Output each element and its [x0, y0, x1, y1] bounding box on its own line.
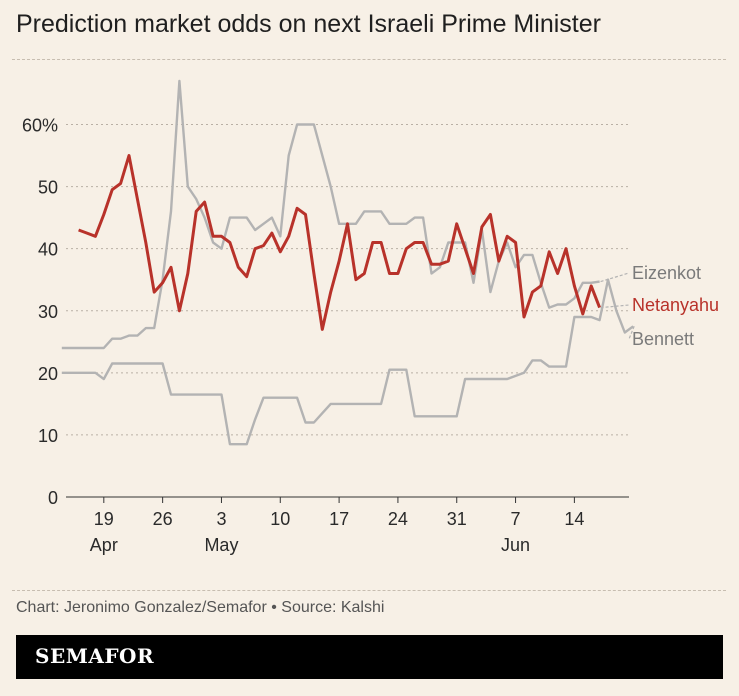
series-line-eizenkot [61, 79, 600, 350]
x-tick-label: 26 [153, 509, 173, 529]
x-tick-label: 10 [270, 509, 290, 529]
chart-title: Prediction market odds on next Israeli P… [16, 10, 601, 38]
x-tick-label: 3 [216, 509, 226, 529]
end-label-leader [628, 326, 635, 340]
series-layer [61, 79, 634, 446]
grid-layer [66, 124, 629, 436]
x-month-label: Jun [501, 535, 530, 555]
y-tick-label: 20 [38, 364, 58, 384]
y-tick-label: 40 [38, 240, 58, 260]
end-label-eizenkot: Eizenkot [632, 263, 701, 283]
y-tick-label: 0 [48, 488, 58, 508]
x-tick-label: 31 [447, 509, 467, 529]
y-tick-label: 60% [22, 116, 58, 136]
x-tick-label: 17 [329, 509, 349, 529]
x-tick-label: 14 [564, 509, 584, 529]
x-tick-label: 19 [94, 509, 114, 529]
brand-bar: SEMAFOR [16, 635, 723, 679]
x-month-label: Apr [90, 535, 118, 555]
x-tick-label: 7 [511, 509, 521, 529]
x-month-label: May [204, 535, 238, 555]
y-tick-label: 10 [38, 426, 58, 446]
top-divider [12, 59, 726, 60]
end-label-bennett: Bennett [632, 329, 694, 349]
source-note: Chart: Jeronimo Gonzalez/Semafor • Sourc… [16, 599, 385, 616]
end-label-netanyahu: Netanyahu [632, 295, 719, 315]
series-line-netanyahu [78, 154, 601, 331]
bottom-divider [12, 590, 726, 591]
y-tick-label: 30 [38, 302, 58, 322]
axis-layer: 0 10 20 30 40 50 60% 19 Apr 26 3 May 10 17 24 31 7 Jun 14 [22, 116, 629, 555]
end-label-leader [600, 272, 630, 283]
end-label-layer: Eizenkot Netanyahu Bennett [600, 263, 719, 349]
x-tick-label: 24 [388, 509, 408, 529]
semafor-logo: SEMAFOR [35, 644, 155, 668]
series-line-bennett [61, 278, 634, 446]
y-tick-label: 50 [38, 178, 58, 198]
